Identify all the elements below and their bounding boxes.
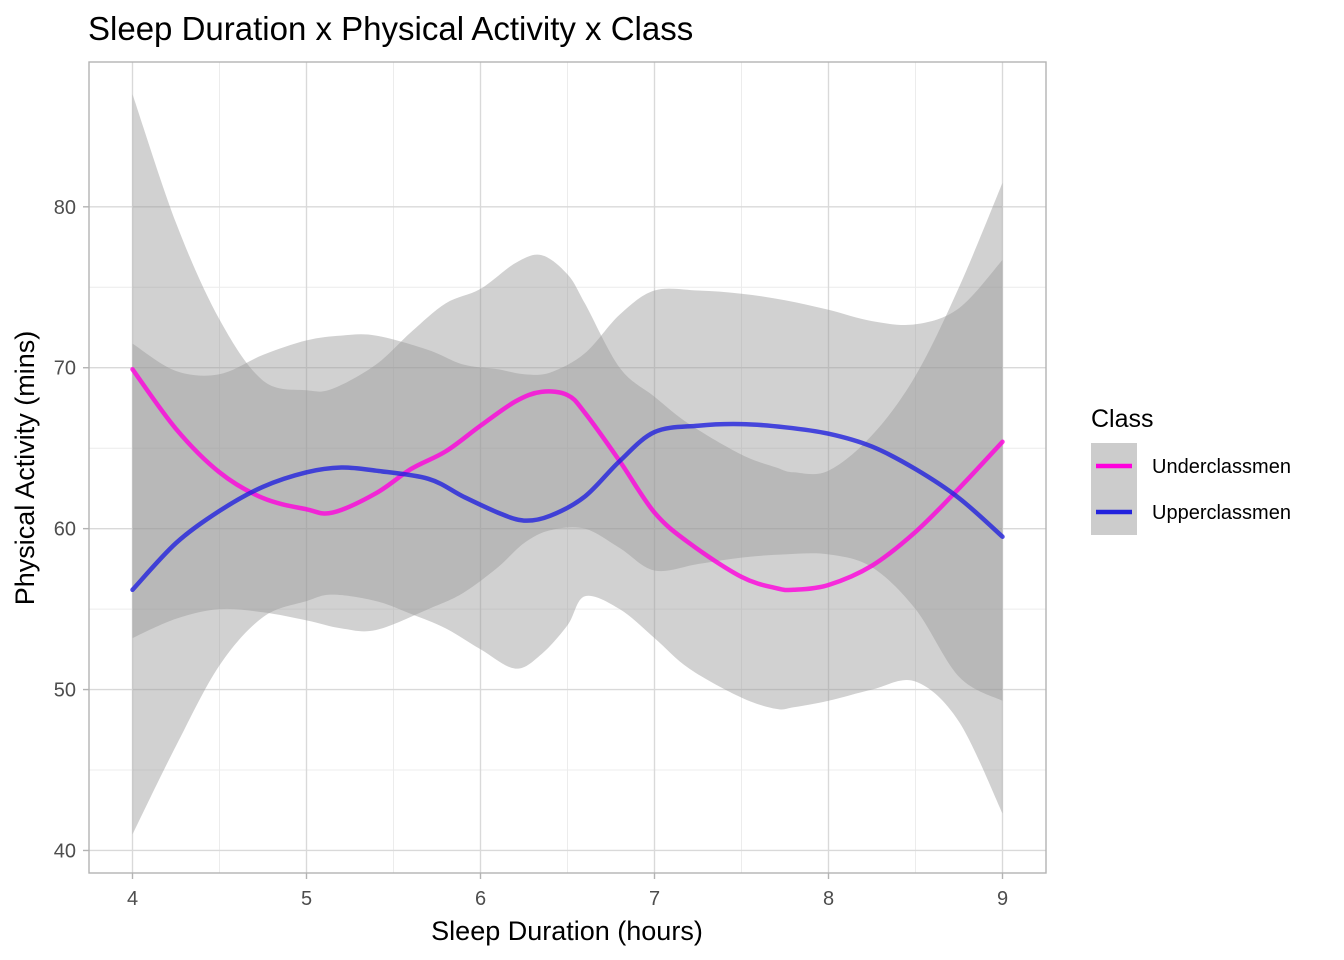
x-tick-label: 5 (301, 888, 312, 910)
x-tick-label: 8 (823, 888, 834, 910)
y-tick-label: 50 (54, 680, 76, 702)
x-tick-label: 4 (127, 888, 138, 910)
series-line-upperclassmen (130, 421, 1005, 593)
x-tick-label: 9 (997, 888, 1008, 910)
legend: Class Underclassmen Upperclassmen (1091, 405, 1291, 535)
legend-label: Upperclassmen (1152, 502, 1291, 524)
confidence-bands (132, 94, 1003, 835)
x-axis-title: Sleep Duration (hours) (431, 916, 703, 946)
x-tick-label: 6 (475, 888, 486, 910)
y-tick-label: 40 (54, 840, 76, 862)
chart-title: Sleep Duration x Physical Activity x Cla… (88, 10, 693, 47)
x-tick-label: 7 (649, 888, 660, 910)
x-axis: 4 5 6 7 8 9 (127, 873, 1008, 910)
y-axis: 40 50 60 70 80 (54, 197, 89, 862)
confidence-band-underclassmen (132, 94, 1003, 835)
plot-panel (88, 61, 1047, 874)
confidence-band-upperclassmen (132, 259, 1003, 701)
y-tick-label: 70 (54, 358, 76, 380)
legend-label: Underclassmen (1152, 456, 1291, 478)
major-gridlines (89, 62, 1046, 873)
legend-items: Underclassmen Upperclassmen (1091, 443, 1291, 535)
legend-title: Class (1091, 405, 1154, 433)
y-axis-title: Physical Activity (mins) (10, 331, 40, 606)
y-tick-label: 60 (54, 519, 76, 541)
y-tick-label: 80 (54, 197, 76, 219)
panel-border (88, 61, 1047, 874)
series-line-underclassmen (130, 367, 1005, 593)
series-lines (130, 367, 1005, 593)
